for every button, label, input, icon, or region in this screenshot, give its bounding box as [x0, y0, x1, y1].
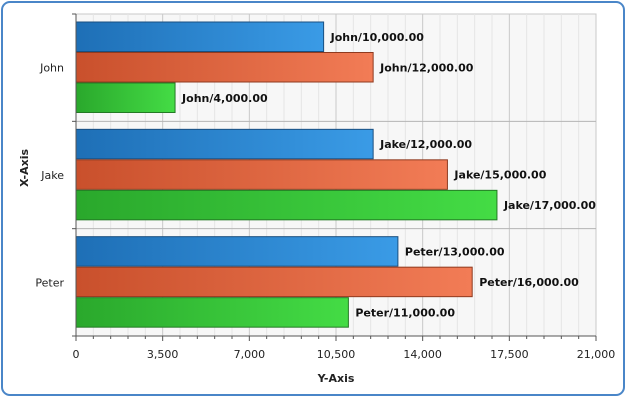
value-tick-label: 0: [73, 348, 80, 361]
bar: [75, 128, 374, 160]
value-tick-label: 3,500: [147, 348, 179, 361]
category-tick-label: Jake: [40, 169, 64, 182]
x-axis-title: Y-Axis: [317, 372, 355, 385]
value-tick-label: 14,000: [403, 348, 442, 361]
data-label: Jake/12,000.00: [379, 138, 472, 151]
value-tick-label: 10,500: [317, 348, 356, 361]
data-label: John/10,000.00: [330, 31, 425, 44]
data-label: Jake/17,000.00: [503, 199, 596, 212]
bar: [75, 189, 498, 221]
bar: [75, 236, 399, 267]
category-tick-label: John: [39, 62, 64, 75]
data-label: John/4,000.00: [181, 92, 268, 105]
bar: [75, 159, 448, 190]
bar: [75, 297, 349, 328]
bar: [75, 82, 176, 113]
data-label: Peter/11,000.00: [355, 306, 455, 319]
category-tick-label: Peter: [35, 276, 64, 289]
data-label: John/12,000.00: [379, 61, 474, 74]
y-axis-title: X-Axis: [18, 149, 31, 188]
bar-layer: John/10,000.00 John/12,000.00 John/4,000.0…: [75, 21, 596, 328]
data-label: Peter/13,000.00: [405, 245, 505, 258]
value-tick-label: 7,000: [234, 348, 266, 361]
axis-layer: John Jake Peter 0 3,500 7,000 10,500 14,000 17,5…: [35, 13, 616, 361]
data-label: Peter/16,000.00: [479, 276, 579, 289]
value-tick-label: 21,000: [577, 348, 616, 361]
bar: [75, 52, 374, 83]
value-tick-label: 17,500: [490, 348, 529, 361]
bar: [75, 266, 473, 298]
bar: [75, 21, 325, 52]
data-label: Jake/15,000.00: [453, 169, 546, 182]
